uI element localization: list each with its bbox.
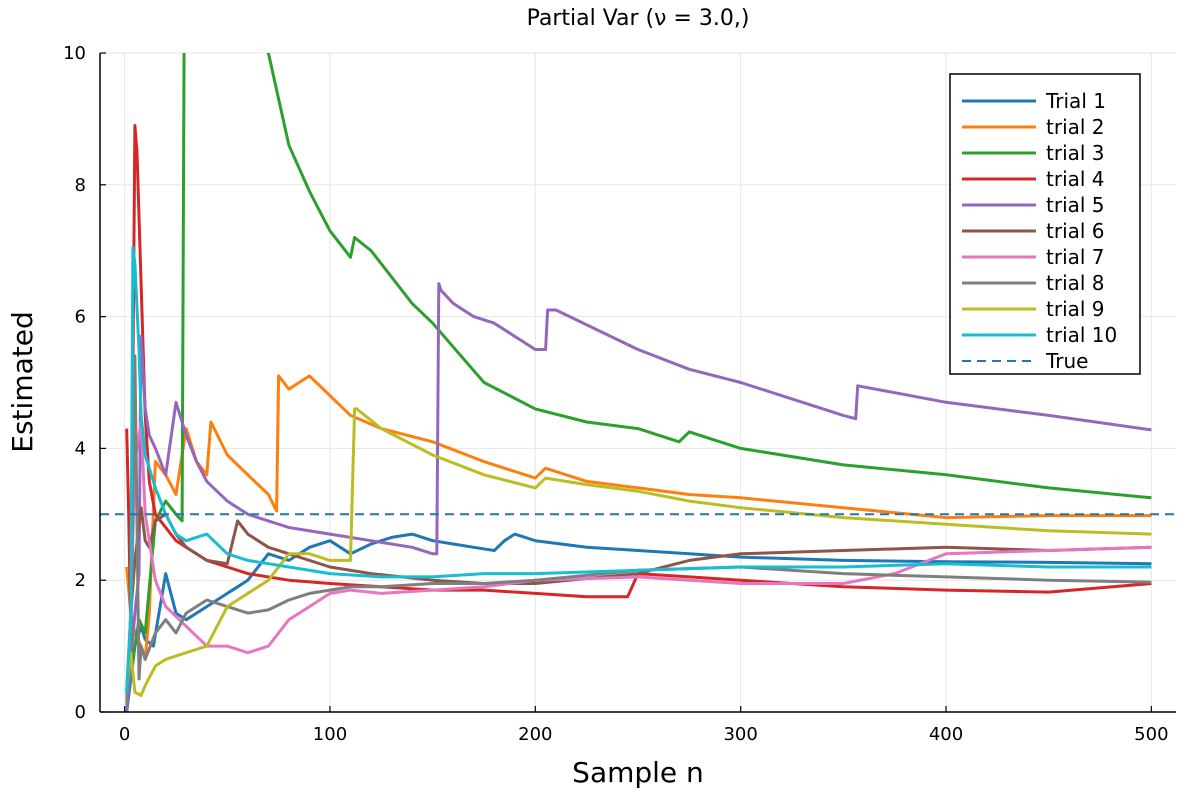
- legend-label-10: trial 10: [1046, 323, 1117, 347]
- legend-label-3: trial 3: [1046, 141, 1105, 165]
- legend-label-6: trial 6: [1046, 219, 1105, 243]
- y-tick-label-3: 6: [75, 307, 86, 328]
- series-line-1: [125, 532, 1152, 712]
- series-line-6: [125, 506, 1152, 693]
- series-line-7: [125, 420, 1152, 699]
- x-tick-label-3: 300: [723, 724, 757, 745]
- x-tick-label-0: 0: [119, 724, 130, 745]
- legend-label-4: trial 4: [1046, 167, 1105, 191]
- series-line-4: [125, 124, 1152, 635]
- x-tick-label-2: 200: [518, 724, 552, 745]
- y-tick-label-5: 10: [63, 43, 86, 64]
- series-layer: [125, 53, 1152, 712]
- x-tick-label-4: 400: [929, 724, 963, 745]
- legend-label-1: Trial 1: [1045, 89, 1106, 113]
- legend-label-7: trial 7: [1046, 245, 1105, 269]
- legend-label-11: True: [1045, 349, 1088, 373]
- series-line-5: [125, 282, 1152, 712]
- y-tick-label-4: 8: [75, 175, 86, 196]
- y-tick-label-2: 4: [75, 438, 86, 459]
- legend-label-2: trial 2: [1046, 115, 1105, 139]
- ticks: 0 100 200 300 400 500 0 2 4 6 8 10: [63, 43, 1168, 745]
- axes: [99, 53, 1176, 713]
- x-axis-title: Sample n: [572, 756, 704, 789]
- y-tick-label-0: 0: [75, 702, 86, 723]
- x-tick-label-5: 500: [1134, 724, 1168, 745]
- chart-title: Partial Var (ν = 3.0,): [527, 6, 750, 31]
- legend-box: [949, 73, 1141, 375]
- legend-label-5: trial 5: [1046, 193, 1105, 217]
- series-line-3: [125, 53, 1152, 700]
- series-line-9: [125, 407, 1152, 697]
- y-tick-label-1: 2: [75, 570, 86, 591]
- y-axis-title: Estimated: [6, 311, 39, 452]
- legend-label-9: trial 9: [1046, 297, 1105, 321]
- legend-label-8: trial 8: [1046, 271, 1105, 295]
- series-line-2: [125, 374, 1152, 661]
- x-tick-label-1: 100: [313, 724, 347, 745]
- series-line-10: [125, 245, 1152, 693]
